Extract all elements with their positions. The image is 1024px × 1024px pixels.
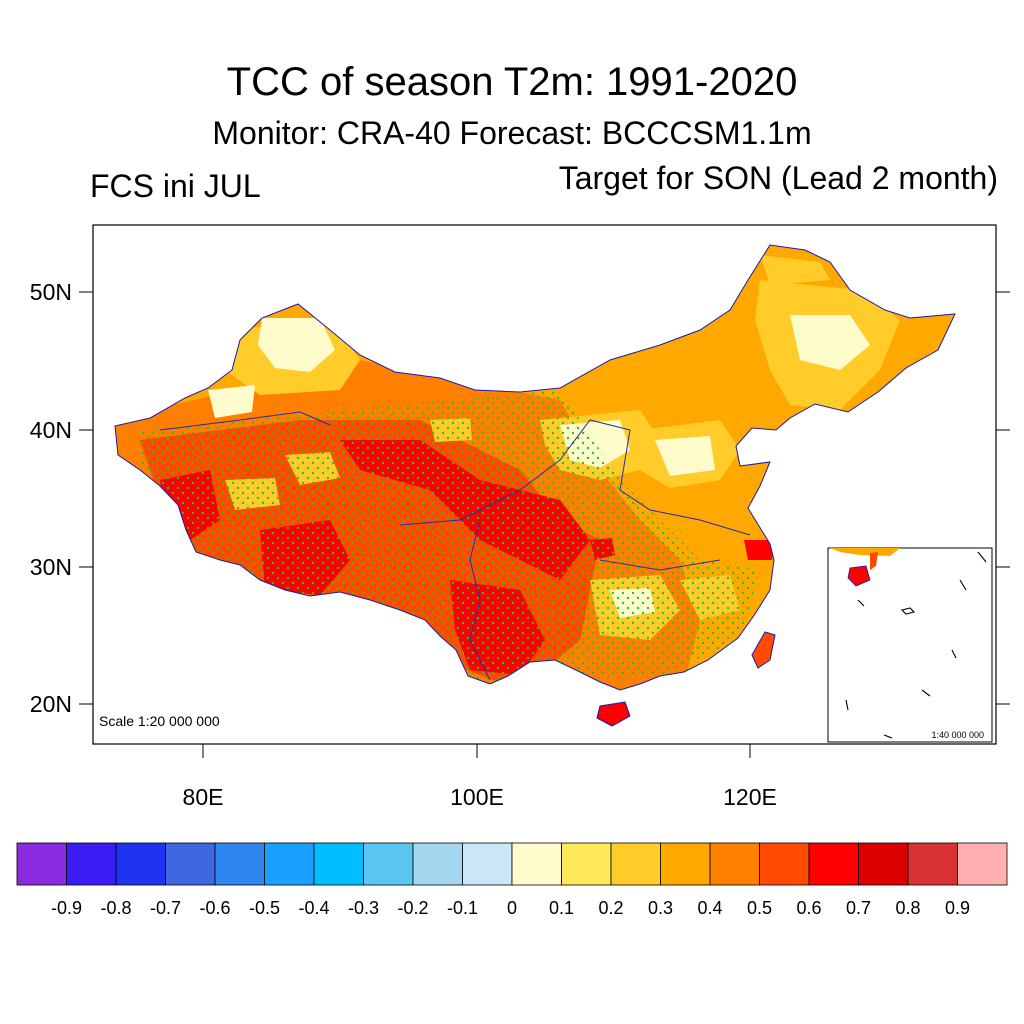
lon-label-100e: 100E	[450, 784, 504, 810]
colorbar-label: -0.5	[249, 898, 280, 918]
colorbar-label: 0.1	[549, 898, 574, 918]
lat-label-20n: 20N	[30, 691, 72, 717]
colorbar-swatch	[511, 842, 562, 886]
colorbar-swatch	[759, 842, 810, 886]
hainan-island	[596, 701, 631, 727]
colorbar-swatch	[858, 842, 909, 886]
colorbar-swatch	[412, 842, 463, 886]
colorbar-swatch	[808, 842, 859, 886]
target-label: Target for SON (Lead 2 month)	[558, 160, 998, 196]
colorbar-label: -0.2	[397, 898, 428, 918]
colorbar-label: -0.8	[100, 898, 131, 918]
colorbar-label: 0.5	[747, 898, 772, 918]
colorbar-swatch	[16, 842, 67, 886]
colorbar-swatch	[907, 842, 958, 886]
colorbar-label: 0.6	[796, 898, 821, 918]
colorbar: -0.9 -0.8 -0.7 -0.6 -0.5 -0.4 -0.3 -0.2 -0.1 0 0.1…	[16, 842, 1008, 918]
colorbar-label: 0.2	[598, 898, 623, 918]
colorbar-label: -0.3	[348, 898, 379, 918]
colorbar-swatch	[462, 842, 513, 886]
colorbar-swatch	[561, 842, 612, 886]
initialization-label: FCS ini JUL	[90, 168, 261, 204]
colorbar-swatch	[165, 842, 216, 886]
lat-label-50n: 50N	[30, 279, 72, 305]
map-scale-label: Scale 1:20 000 000	[99, 713, 220, 729]
colorbar-swatch	[610, 842, 661, 886]
colorbar-swatch	[957, 842, 1008, 886]
lat-label-30n: 30N	[30, 554, 72, 580]
colorbar-label: -0.9	[51, 898, 82, 918]
colorbar-swatch	[660, 842, 711, 886]
lon-label-80e: 80E	[183, 784, 224, 810]
taiwan-island	[751, 631, 776, 669]
colorbar-label: 0.4	[697, 898, 722, 918]
lat-label-40n: 40N	[30, 417, 72, 443]
map-subtitle: Monitor: CRA-40 Forecast: BCCCSM1.1m	[212, 115, 812, 151]
colorbar-label: 0	[507, 898, 517, 918]
colorbar-label: 0.3	[648, 898, 673, 918]
inset-scale-label: 1:40 000 000	[931, 730, 984, 740]
china-border	[114, 244, 956, 691]
colorbar-label: 0.7	[846, 898, 871, 918]
colorbar-swatch	[313, 842, 364, 886]
colorbar-swatch	[709, 842, 760, 886]
colorbar-label: -0.4	[298, 898, 329, 918]
colorbar-swatch	[363, 842, 414, 886]
south-china-sea-inset: 1:40 000 000	[827, 547, 993, 743]
colorbar-swatch	[214, 842, 265, 886]
colorbar-label: -0.6	[199, 898, 230, 918]
colorbar-swatch	[264, 842, 315, 886]
map-title: TCC of season T2m: 1991-2020	[226, 60, 798, 104]
colorbar-swatch	[115, 842, 166, 886]
axis-ticks	[79, 291, 1010, 758]
colorbar-label: -0.7	[150, 898, 181, 918]
river-lines	[159, 411, 751, 536]
colorbar-label: 0.8	[895, 898, 920, 918]
river-lines-south	[469, 519, 721, 681]
colorbar-swatch	[66, 842, 117, 886]
colorbar-label: -0.1	[447, 898, 478, 918]
colorbar-label: 0.9	[945, 898, 970, 918]
lon-label-120e: 120E	[723, 784, 777, 810]
